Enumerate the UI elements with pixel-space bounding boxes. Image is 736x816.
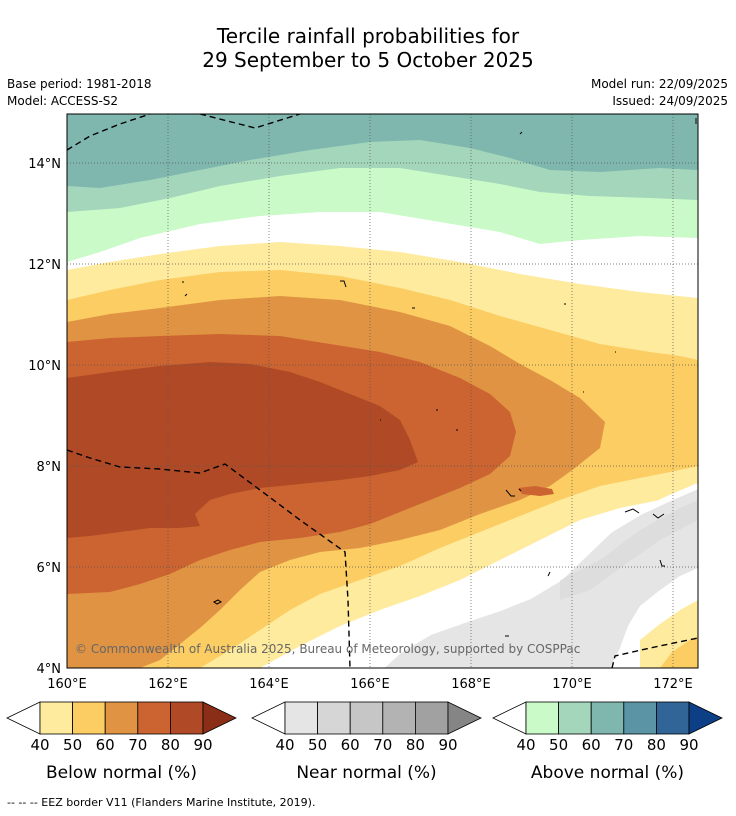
colorbar-tick-label: 70	[373, 736, 392, 754]
credit-text: © Commonwealth of Australia 2025, Bureau…	[75, 642, 580, 656]
colorbar-tick-label: 50	[63, 736, 82, 754]
lat-tick-label: 8°N	[37, 460, 62, 475]
colorbar-below-normal: 40 50 60 70 80 90 Below normal (%)	[6, 701, 237, 783]
colorbar-tick-label: 80	[161, 736, 180, 754]
colorbar-cell	[284, 701, 318, 735]
colorbar-over-arrow	[688, 701, 723, 735]
colorbar-under-arrow	[492, 701, 527, 735]
lat-tick-label: 4°N	[37, 662, 62, 677]
colorbar-tick-label: 90	[438, 736, 457, 754]
colorbar-tick-label: 50	[549, 736, 568, 754]
colorbar-cell	[349, 701, 384, 735]
base-period: Base period: 1981-2018	[7, 77, 152, 91]
colorbar-tick-label: 70	[128, 736, 147, 754]
colorbar-cell	[39, 701, 73, 735]
model-name: Model: ACCESS-S2	[7, 94, 119, 108]
gridlines	[67, 114, 698, 668]
colorbar-tick-label: 40	[516, 736, 535, 754]
colorbar-cell	[623, 701, 657, 735]
eez-footnote: -- -- -- EEZ border V11 (Flanders Marine…	[7, 796, 316, 809]
colorbar-cell	[414, 701, 449, 735]
colorbar-cell	[169, 701, 204, 735]
title-line-1: Tercile rainfall probabilities for	[216, 24, 520, 48]
below-50-se-corner	[660, 636, 698, 668]
lat-tick-label: 12°N	[28, 258, 61, 273]
colorbar-cell	[317, 701, 351, 735]
colorbar-title: Near normal (%)	[296, 763, 436, 783]
colorbar-tick-label: 50	[308, 736, 327, 754]
lon-tick-label: 160°E	[47, 677, 87, 692]
colorbar-tick-label: 60	[582, 736, 601, 754]
colorbar-cell	[656, 701, 690, 735]
colorbar-tick-label: 90	[193, 736, 212, 754]
lat-tick-label: 6°N	[37, 561, 62, 576]
islands	[182, 118, 697, 637]
lon-tick-label: 172°E	[653, 677, 693, 692]
above-60-region-east	[500, 114, 698, 170]
map-frame	[66, 113, 699, 669]
colorbar-over-arrow	[447, 701, 482, 735]
colorbar-tick-label: 40	[30, 736, 49, 754]
colorbar-cell	[590, 701, 625, 735]
lon-tick-label: 164°E	[249, 677, 289, 692]
lat-tick-label: 10°N	[28, 359, 61, 374]
probability-field: © Commonwealth of Australia 2025, Bureau…	[67, 114, 698, 668]
lon-tick-label: 170°E	[552, 677, 592, 692]
lon-tick-label: 168°E	[451, 677, 491, 692]
below-80-region	[67, 362, 418, 538]
colorbar-title: Above normal (%)	[531, 763, 684, 783]
colorbar-tick-label: 90	[679, 736, 698, 754]
colorbar-over-arrow	[202, 701, 237, 735]
lon-tick-label: 166°E	[350, 677, 390, 692]
near-fringe	[377, 483, 698, 668]
below-70-patch	[518, 486, 554, 496]
colorbar-cell	[558, 701, 592, 735]
colorbar-cell	[525, 701, 559, 735]
colorbar-above-normal: 40 50 60 70 80 90 Above normal (%)	[492, 701, 723, 783]
lon-tick-label: 162°E	[148, 677, 188, 692]
colorbar-cell	[382, 701, 416, 735]
issued-date: Issued: 24/09/2025	[612, 94, 728, 108]
colorbar-tick-label: 60	[96, 736, 115, 754]
colorbar-tick-label: 60	[341, 736, 360, 754]
eez-borders	[67, 114, 698, 668]
lat-tick-label: 14°N	[28, 157, 61, 172]
colorbar-cell	[137, 701, 171, 735]
colorbar-tick-label: 80	[647, 736, 666, 754]
colorbar-cell	[104, 701, 139, 735]
colorbar-under-arrow	[6, 701, 41, 735]
colorbar-cell	[72, 701, 106, 735]
colorbar-tick-label: 70	[614, 736, 633, 754]
colorbar-title: Below normal (%)	[46, 763, 197, 783]
title-line-2: 29 September to 5 October 2025	[202, 48, 534, 72]
colorbar-tick-label: 80	[406, 736, 425, 754]
colorbar-under-arrow	[251, 701, 286, 735]
colorbar-tick-label: 40	[275, 736, 294, 754]
near-50-patch	[560, 500, 698, 600]
model-run: Model run: 22/09/2025	[590, 77, 728, 91]
